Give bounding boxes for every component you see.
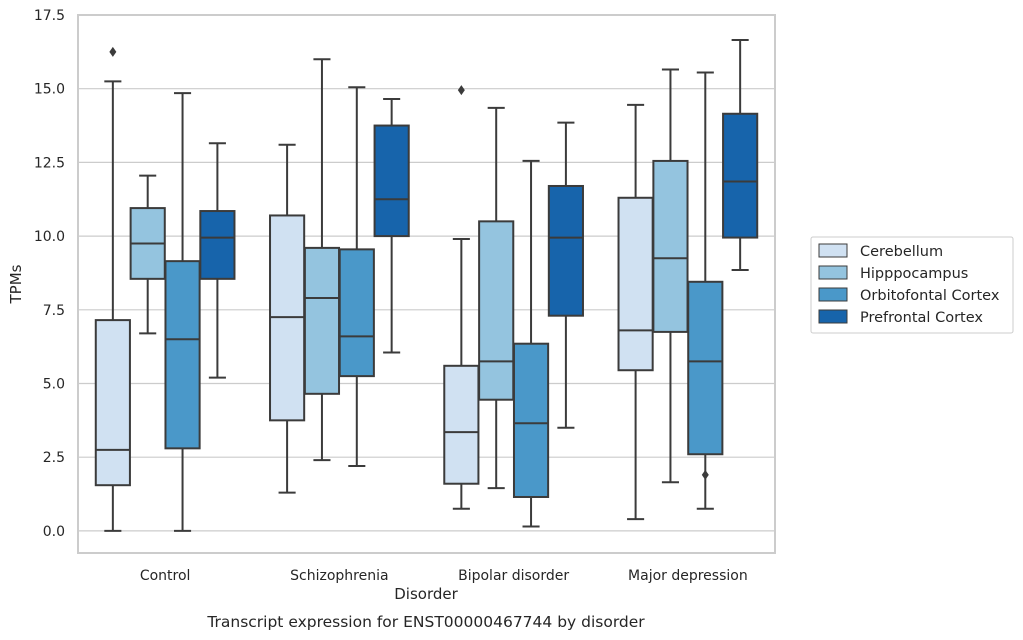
legend-frame	[810, 236, 1014, 334]
x-axis-label: Disorder	[394, 585, 458, 603]
x-tick-label: Bipolar disorder	[458, 568, 569, 584]
y-tick-label: 10.0	[34, 229, 65, 245]
x-tick-labels: Control Schizophrenia Bipolar disorder Majo…	[140, 568, 748, 584]
box-iqr	[652, 159, 689, 333]
box-iqr	[547, 184, 584, 317]
boxes	[94, 39, 759, 532]
y-axis-label: TPMs	[7, 264, 25, 304]
box-hipppocampus	[129, 174, 166, 335]
x-tick-label: Schizophrenia	[290, 568, 388, 584]
x-tick-label: Control	[140, 568, 191, 584]
legend-swatch	[818, 309, 848, 324]
box-prefrontal-cortex	[722, 39, 759, 271]
legend-swatch	[818, 287, 848, 302]
box-prefrontal-cortex	[547, 121, 584, 429]
box-orbitofontal-cortex	[512, 159, 550, 528]
box-iqr	[443, 364, 480, 485]
y-tick-labels: 0.0 2.5 5.0 7.5 10.0 12.5 15.0 17.5	[34, 8, 65, 540]
outlier-point	[109, 46, 117, 57]
y-tick-label: 7.5	[43, 303, 65, 319]
box-hipppocampus	[303, 58, 341, 462]
legend: Cerebellum Hipppocampus Orbitofontal Corte…	[810, 236, 1014, 334]
legend-swatch	[818, 265, 848, 280]
box-iqr	[164, 260, 201, 450]
box-iqr	[199, 210, 236, 280]
y-tick-label: 17.5	[34, 8, 65, 24]
outlier-point	[457, 85, 465, 96]
legend-swatch	[818, 243, 848, 258]
plot-frame	[77, 14, 776, 554]
box-orbitofontal-cortex	[164, 92, 201, 532]
y-tick-label: 12.5	[34, 155, 65, 171]
box-cerebellum	[94, 46, 131, 532]
y-tick-label: 2.5	[43, 450, 65, 466]
box-iqr	[687, 280, 724, 456]
box-cerebellum	[617, 103, 654, 521]
box-iqr	[338, 248, 375, 378]
box-iqr	[617, 196, 654, 372]
box-prefrontal-cortex	[373, 98, 410, 354]
box-iqr	[303, 246, 341, 395]
box-cerebellum	[443, 85, 480, 510]
box-iqr	[512, 342, 550, 498]
y-tick-label: 5.0	[43, 376, 65, 392]
box-cerebellum	[269, 143, 306, 494]
box-hipppocampus	[478, 106, 515, 490]
box-orbitofontal-cortex	[687, 71, 724, 510]
box-iqr	[722, 112, 759, 239]
legend-label: Hipppocampus	[860, 266, 968, 282]
legend-label: Cerebellum	[860, 244, 943, 260]
box-iqr	[478, 220, 515, 401]
legend-label: Prefrontal Cortex	[860, 310, 983, 326]
outlier-point	[701, 469, 709, 480]
y-tick-label: 15.0	[34, 82, 65, 98]
box-prefrontal-cortex	[199, 142, 236, 379]
y-tick-label: 0.0	[43, 524, 65, 540]
x-tick-label: Major depression	[628, 568, 748, 584]
box-iqr	[373, 124, 410, 238]
box-orbitofontal-cortex	[338, 86, 375, 468]
box-iqr	[94, 319, 131, 487]
box-hipppocampus	[652, 68, 689, 484]
chart-caption: Transcript expression for ENST0000046774…	[206, 613, 645, 631]
legend-label: Orbitofontal Cortex	[860, 288, 1000, 304]
